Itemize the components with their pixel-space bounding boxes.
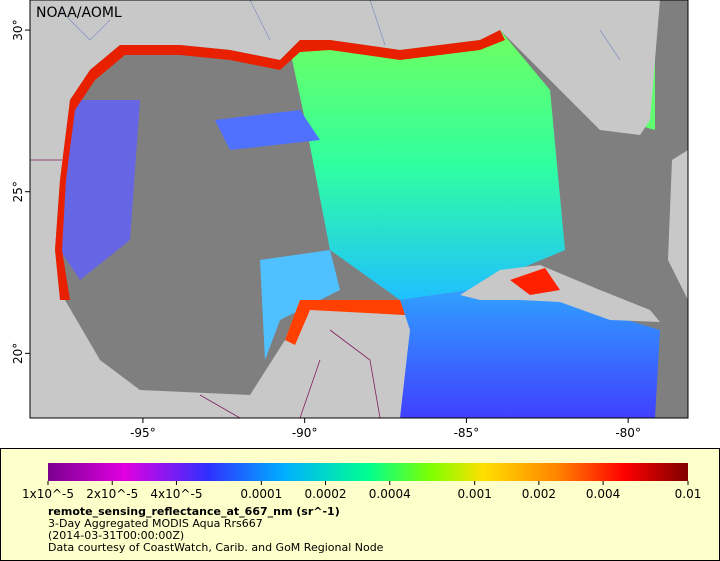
colorbar-label: 0.002 xyxy=(522,487,556,501)
lat-label: 30° xyxy=(11,19,25,40)
colorbar-title: remote_sensing_reflectance_at_667_nm (sr… xyxy=(48,505,340,518)
data-region xyxy=(215,110,320,150)
colorbar-label: 0.001 xyxy=(457,487,491,501)
credit: NOAA/AOML xyxy=(36,5,122,21)
info-line: (2014-03-31T00:00:00Z) xyxy=(48,529,184,542)
data-region xyxy=(60,100,140,280)
colorbar-label: 0.01 xyxy=(675,487,702,501)
colorbar-label: 0.0004 xyxy=(369,487,411,501)
colorbar-label: 1x10^-5 xyxy=(22,487,74,501)
info-line: Data courtesy of CoastWatch, Carib. and … xyxy=(48,541,384,554)
colorbar-label: 4x10^-5 xyxy=(150,487,202,501)
data-region xyxy=(380,290,660,418)
colorbar-label: 0.0002 xyxy=(305,487,347,501)
land xyxy=(668,150,688,300)
borders xyxy=(30,159,381,418)
lon-label: -90° xyxy=(292,426,318,440)
colorbar xyxy=(48,463,688,481)
colorbar-label: 2x10^-5 xyxy=(86,487,138,501)
land xyxy=(460,265,660,322)
coastal-band xyxy=(285,300,405,345)
lon-label: -95° xyxy=(130,426,156,440)
colorbar-label: 0.0001 xyxy=(240,487,282,501)
lat-label: 20° xyxy=(11,343,25,364)
lon-label: -85° xyxy=(454,426,480,440)
map xyxy=(30,0,688,418)
land xyxy=(30,0,660,418)
rivers xyxy=(59,0,621,61)
info-line: 3-Day Aggregated MODIS Aqua Rrs667 xyxy=(48,517,263,530)
coastal-band xyxy=(510,268,560,295)
lat-label: 25° xyxy=(11,181,25,202)
colorbar-label: 0.004 xyxy=(586,487,620,501)
data-region xyxy=(290,30,565,300)
map-frame xyxy=(29,0,689,419)
lon-label: -80° xyxy=(615,426,641,440)
